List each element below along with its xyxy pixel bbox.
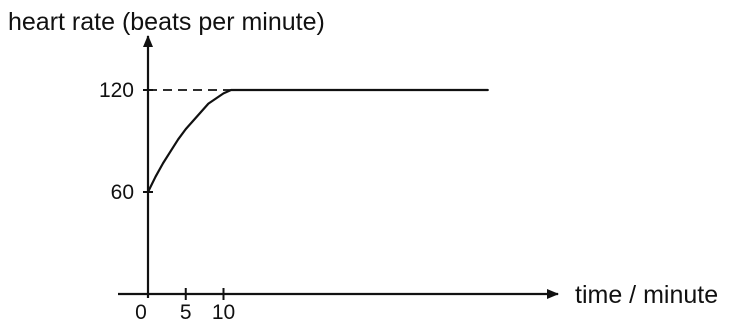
x-tick-label: 0 (135, 301, 147, 320)
data-point (335, 89, 338, 91)
data-point (486, 89, 489, 91)
data-point (411, 89, 414, 91)
data-point (200, 111, 202, 113)
data-point (207, 102, 210, 105)
data-point (192, 119, 195, 122)
data-point (230, 89, 232, 91)
data-point (373, 89, 376, 91)
y-axis-title: heart rate (beats per minute) (8, 8, 325, 36)
data-point (147, 191, 149, 193)
data-point (222, 92, 225, 95)
data-point (298, 89, 300, 91)
data-point (449, 89, 451, 91)
ticks-layer: 0 5 10 60 120 (99, 79, 235, 320)
x-axis-title: time / minute (575, 281, 718, 309)
data-point (215, 97, 217, 100)
x-tick-label: 10 (212, 301, 235, 320)
y-tick-label: 60 (111, 181, 134, 204)
series-layer (146, 88, 489, 194)
data-point (184, 128, 187, 130)
data-point (169, 150, 172, 152)
data-point (162, 162, 164, 164)
x-tick-label: 5 (180, 301, 192, 320)
data-point (177, 138, 179, 141)
data-point (154, 175, 157, 178)
y-tick-label: 120 (99, 79, 134, 102)
series-line (146, 88, 489, 194)
data-point (260, 89, 263, 91)
